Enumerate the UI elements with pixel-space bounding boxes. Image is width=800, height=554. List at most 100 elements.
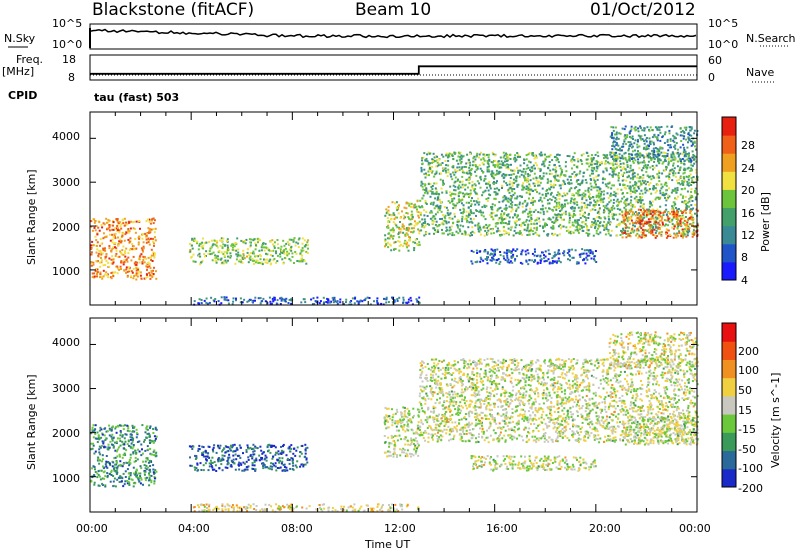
- power-scatter-cell: [257, 241, 259, 244]
- power-scatter-cell: [645, 170, 648, 173]
- power-scatter-cell: [661, 217, 664, 220]
- power-scatter-cell: [691, 200, 694, 202]
- power-scatter-cell: [236, 255, 239, 258]
- power-scatter-cell: [153, 231, 156, 234]
- power-scatter-cell: [272, 259, 275, 262]
- power-scatter-cell: [665, 192, 668, 195]
- power-scatter-cell: [628, 135, 631, 138]
- power-scatter-cell: [576, 220, 579, 223]
- power-scatter-cell: [493, 191, 496, 194]
- power-scatter-cell: [498, 170, 501, 173]
- power-scatter-cell: [622, 229, 625, 232]
- power-scatter-cell: [628, 132, 631, 135]
- power-scatter-cell: [387, 209, 390, 212]
- power-scatter-cell: [463, 171, 466, 174]
- power-scatter-cell: [640, 227, 643, 230]
- power-scatter-cell: [253, 238, 256, 241]
- power-scatter-cell: [493, 250, 495, 253]
- power-scatter-cell: [154, 239, 157, 242]
- power-scatter-cell: [437, 206, 440, 209]
- power-scatter-cell: [425, 232, 428, 235]
- power-scatter-cell: [417, 214, 420, 217]
- power-scatter-cell: [641, 204, 644, 207]
- power-scatter-cell: [603, 157, 606, 159]
- power-scatter-cell: [151, 276, 154, 278]
- power-scatter-cell: [132, 227, 135, 230]
- power-scatter-cell: [626, 220, 629, 223]
- power-scatter-cell: [629, 167, 632, 169]
- power-scatter-cell: [125, 271, 127, 274]
- power-scatter-cell: [557, 161, 560, 164]
- power-scatter-cell: [436, 165, 439, 168]
- power-scatter-cell: [683, 171, 686, 174]
- power-scatter-cell: [466, 172, 469, 175]
- power-scatter-cell: [640, 135, 643, 138]
- power-scatter-cell: [276, 299, 279, 302]
- power-scatter-cell: [119, 225, 122, 228]
- power-scatter-cell: [666, 125, 669, 128]
- power-scatter-cell: [507, 261, 510, 264]
- power-scatter-cell: [325, 301, 328, 303]
- power-scatter-cell: [145, 236, 147, 239]
- power-scatter-cell: [539, 199, 542, 201]
- power-scatter-cell: [511, 182, 514, 185]
- power-scatter-cell: [505, 182, 508, 185]
- power-scatter-cell: [198, 244, 201, 247]
- power-scatter-cell: [201, 259, 204, 262]
- power-scatter-cell: [621, 221, 624, 224]
- power-scatter-cell: [595, 160, 598, 163]
- velocity-scatter-cell: [94, 437, 97, 440]
- power-scatter-cell: [669, 220, 672, 223]
- power-scatter-cell: [641, 138, 644, 141]
- power-scatter-cell: [603, 190, 605, 193]
- power-scatter-cell: [668, 187, 670, 190]
- power-scatter-cell: [276, 243, 279, 246]
- power-scatter-cell: [457, 178, 459, 181]
- power-scatter-cell: [575, 165, 578, 168]
- power-scatter-cell: [554, 177, 557, 180]
- power-scatter-cell: [673, 145, 676, 148]
- power-scatter-cell: [264, 258, 267, 261]
- power-scatter-cell: [623, 135, 626, 138]
- velocity-scatter-cell: [147, 432, 150, 435]
- power-scatter-cell: [575, 186, 578, 189]
- power-scatter-cell: [581, 214, 584, 217]
- power-scatter-cell: [586, 258, 589, 261]
- power-scatter-cell: [634, 189, 637, 192]
- power-scatter-cell: [619, 222, 622, 225]
- power-scatter-cell: [473, 155, 476, 158]
- power-scatter-cell: [621, 173, 624, 176]
- power-scatter-cell: [665, 228, 668, 231]
- power-scatter-cell: [663, 219, 666, 222]
- power-scatter-cell: [637, 222, 640, 225]
- power-scatter-cell: [630, 128, 633, 131]
- power-scatter-cell: [643, 236, 646, 239]
- power-scatter-cell: [487, 156, 490, 159]
- power-scatter-cell: [196, 242, 198, 245]
- power-scatter-cell: [597, 233, 600, 236]
- power-scatter-cell: [605, 204, 608, 207]
- power-scatter-cell: [474, 191, 477, 194]
- power-scatter-cell: [145, 220, 148, 223]
- power-scatter-cell: [96, 241, 99, 244]
- power-scatter-cell: [246, 255, 248, 258]
- power-scatter-cell: [152, 240, 155, 243]
- power-scatter-cell: [237, 254, 240, 256]
- power-scatter-cell: [467, 214, 470, 217]
- power-scatter-cell: [280, 296, 283, 299]
- power-scatter-cell: [505, 231, 508, 234]
- power-scatter-cell: [151, 260, 154, 262]
- power-scatter-cell: [621, 236, 624, 239]
- power-scatter-cell: [153, 219, 156, 222]
- power-scatter-cell: [690, 208, 693, 211]
- power-scatter-cell: [692, 221, 695, 224]
- power-scatter-cell: [662, 214, 665, 217]
- power-scatter-cell: [567, 248, 570, 251]
- power-scatter-cell: [202, 244, 205, 247]
- power-scatter-cell: [291, 255, 294, 258]
- power-scatter-cell: [536, 255, 538, 258]
- power-scatter-cell: [461, 215, 464, 218]
- power-scatter-cell: [211, 259, 214, 262]
- power-scatter-cell: [434, 197, 437, 200]
- power-scatter-cell: [437, 224, 440, 227]
